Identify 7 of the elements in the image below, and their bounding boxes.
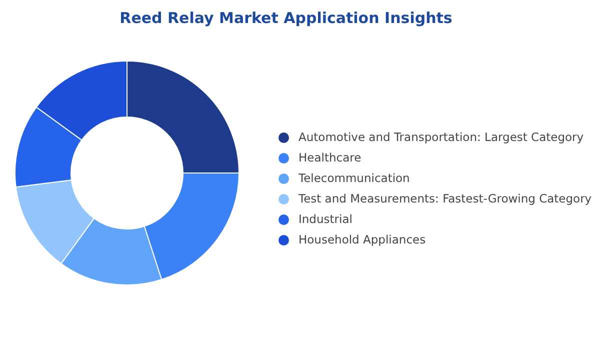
legend-label: Healthcare bbox=[298, 150, 362, 164]
chart-title: Reed Relay Market Application Insights bbox=[120, 9, 452, 27]
legend-label: Industrial bbox=[298, 212, 352, 226]
legend-label: Telecommunication bbox=[298, 170, 410, 185]
legend-label: Household Appliances bbox=[298, 232, 426, 246]
legend-label: Automotive and Transportation: Largest Category bbox=[298, 130, 584, 144]
legend-label: Test and Measurements: Fastest-Growing Category bbox=[298, 191, 592, 206]
